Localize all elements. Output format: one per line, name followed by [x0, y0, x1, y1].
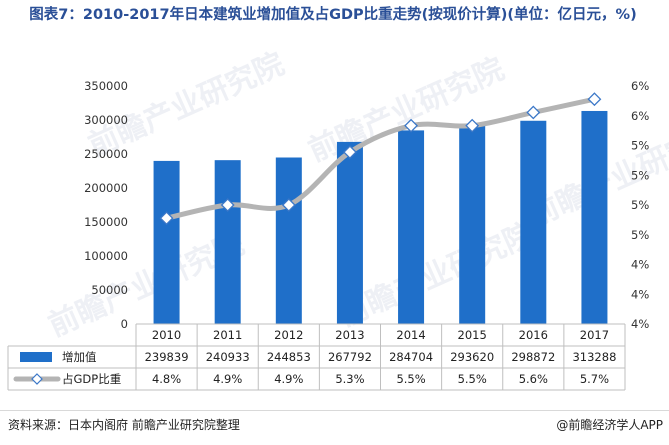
table-cell: 4.9%	[213, 372, 242, 386]
x-category-label: 2011	[213, 328, 242, 342]
y-right-tick-label: 5%	[631, 198, 649, 212]
y-right-tick-label: 5%	[631, 228, 649, 242]
brand-label: @前瞻经济学人APP	[556, 418, 663, 432]
chart-title: 图表7：2010-2017年日本建筑业增加值及占GDP比重走势(按现价计算)(单…	[29, 7, 637, 23]
table-cell: 298872	[511, 350, 555, 364]
legend-key-marker	[31, 373, 43, 385]
bar-2010	[153, 160, 180, 324]
bar-2012	[275, 157, 302, 324]
y-left-tick-label: 150000	[84, 215, 128, 229]
line-point-2010	[159, 211, 174, 226]
y-right-tick-label: 5%	[631, 139, 649, 153]
y-right-tick-label: 6%	[631, 109, 649, 123]
legend-label-line: 占GDP比重	[62, 372, 121, 386]
table-cell: 240933	[206, 350, 250, 364]
y-right-tick-label: 5%	[631, 168, 649, 182]
footer-divider	[0, 410, 669, 411]
x-category-label: 2012	[274, 328, 303, 342]
table-cell: 5.3%	[335, 372, 364, 386]
y-left-tick-label: 350000	[84, 79, 128, 93]
table-cell: 4.8%	[152, 372, 181, 386]
source-note: 资料来源：日本内阁府 前瞻产业研究院整理	[8, 418, 240, 432]
y-left-tick-label: 50000	[91, 283, 128, 297]
table-cell: 267792	[328, 350, 372, 364]
legend-label-bar: 增加值	[62, 350, 97, 364]
y-right-tick-label: 4%	[631, 287, 649, 301]
line-point-2014	[404, 118, 418, 133]
x-category-label: 2013	[335, 328, 364, 342]
y-left-tick-label: 300000	[84, 113, 128, 127]
x-category-label: 2010	[152, 328, 181, 342]
y-right-tick-label: 4%	[631, 317, 649, 331]
y-left-tick-label: 200000	[84, 181, 128, 195]
table-cell: 293620	[450, 350, 494, 364]
line-point-2013	[343, 145, 357, 160]
table-cell: 4.9%	[274, 372, 303, 386]
line-point-2011	[220, 198, 235, 212]
line-point-2016	[526, 105, 541, 120]
table-cell: 5.5%	[458, 372, 487, 386]
bar-2013	[336, 141, 363, 324]
x-category-label: 2017	[580, 328, 609, 342]
line-point-2015	[465, 118, 480, 133]
bar-2015	[459, 124, 486, 324]
line-series-gdp-share	[164, 96, 597, 221]
y-left-tick-label: 0	[121, 317, 128, 331]
table-cell: 5.6%	[519, 372, 548, 386]
line-point-2017	[587, 92, 602, 107]
legend-key-bar	[20, 352, 52, 362]
bar-2016	[520, 120, 547, 325]
bar-2017	[581, 110, 608, 324]
x-category-label: 2016	[519, 328, 548, 342]
table-cell: 284704	[389, 350, 433, 364]
table-cell: 313288	[572, 350, 616, 364]
y-right-tick-label: 6%	[631, 79, 649, 93]
bar-2011	[214, 160, 241, 324]
table-cell: 5.7%	[580, 372, 609, 386]
table-cell: 239839	[145, 350, 189, 364]
table-cell: 244853	[267, 350, 311, 364]
x-category-label: 2014	[396, 328, 425, 342]
x-category-label: 2015	[458, 328, 487, 342]
y-left-tick-label: 250000	[84, 147, 128, 161]
line-point-2012	[281, 198, 296, 212]
y-left-tick-label: 100000	[84, 249, 128, 263]
table-cell: 5.5%	[396, 372, 425, 386]
bar-2014	[398, 130, 425, 324]
y-right-tick-label: 4%	[631, 258, 649, 272]
